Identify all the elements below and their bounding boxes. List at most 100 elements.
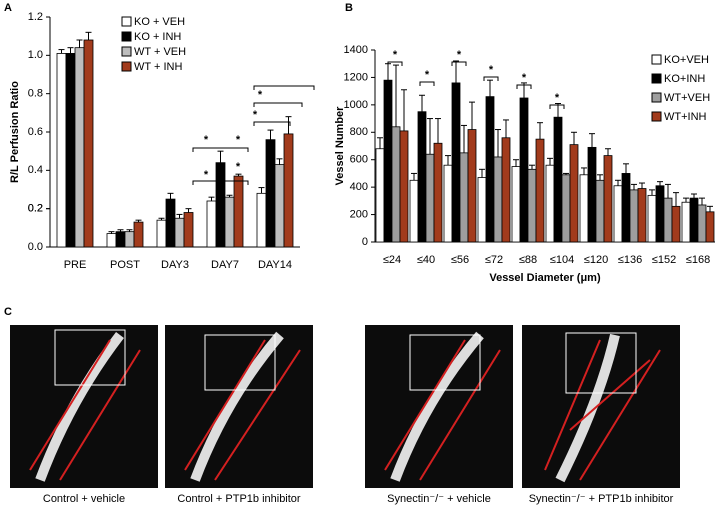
significance-star: * — [555, 92, 560, 104]
x-tick-label: ≤72 — [485, 254, 503, 266]
bar — [124, 231, 135, 248]
significance-bracket — [516, 84, 532, 89]
bar — [603, 155, 613, 243]
y-tick-label: 200 — [350, 208, 368, 220]
legend-label: WT + VEH — [134, 46, 186, 58]
bar — [215, 162, 226, 248]
significance-star: * — [489, 64, 494, 76]
x-tick-label: ≤24 — [383, 254, 401, 266]
significance-bracket — [549, 104, 565, 109]
significance-star: * — [236, 161, 241, 173]
x-tick-label: DAY7 — [211, 259, 239, 271]
significance-star: * — [457, 49, 462, 61]
significance-star: * — [253, 109, 258, 121]
significance-bracket — [387, 61, 403, 66]
significance-bracket — [483, 76, 499, 81]
bar — [265, 139, 276, 248]
significance-bracket — [451, 61, 467, 66]
significance-star: * — [425, 69, 430, 81]
bar — [115, 231, 126, 248]
bar — [689, 197, 699, 243]
vessel-images — [10, 325, 680, 488]
bar — [477, 177, 487, 243]
legend-swatch — [651, 54, 662, 65]
bar — [451, 82, 461, 243]
legend-label: KO + INH — [134, 31, 181, 43]
panel-label: A — [4, 2, 12, 14]
bar — [274, 164, 285, 248]
x-tick-label: ≤88 — [519, 254, 537, 266]
bar — [233, 175, 244, 248]
panel-label: C — [4, 306, 12, 318]
y-tick-label: 0.6 — [28, 126, 43, 138]
bar — [56, 53, 67, 248]
y-tick-label: 0.8 — [28, 88, 43, 100]
bar — [493, 156, 503, 243]
image-caption: Synectin⁻/⁻ + PTP1b inhibitor — [529, 493, 674, 505]
bar — [535, 138, 545, 243]
bar — [579, 174, 589, 243]
bar — [283, 133, 294, 248]
legend-swatch — [121, 61, 132, 72]
legend-swatch — [121, 31, 132, 42]
bar — [629, 189, 639, 243]
bar — [375, 148, 385, 243]
image-caption: Control + PTP1b inhibitor — [177, 493, 301, 505]
legend-label: WT+VEH — [664, 92, 710, 104]
image-caption: Synectin⁻/⁻ + vehicle — [387, 493, 491, 505]
bar — [681, 201, 691, 243]
bar — [697, 204, 707, 243]
y-tick-label: 1.0 — [28, 49, 43, 61]
bar — [409, 179, 419, 243]
x-tick-label: ≤56 — [451, 254, 469, 266]
significance-bracket — [192, 147, 249, 152]
x-tick-label: ≤40 — [417, 254, 435, 266]
bar — [545, 164, 555, 243]
panel-label: B — [345, 2, 353, 14]
bar — [183, 212, 194, 248]
bar — [705, 211, 715, 243]
y-axis-label: Vessel Number — [334, 106, 346, 186]
bar — [561, 174, 571, 243]
x-tick-label: DAY3 — [161, 259, 189, 271]
image-caption: Control + vehicle — [43, 493, 125, 505]
significance-star: * — [168, 200, 173, 212]
bar — [206, 200, 217, 248]
legend-swatch — [651, 92, 662, 103]
bar — [613, 185, 623, 243]
bar — [224, 196, 235, 248]
bar — [443, 164, 453, 243]
bar — [417, 111, 427, 243]
x-tick-label: DAY14 — [258, 259, 292, 271]
y-tick-label: 1000 — [344, 99, 368, 111]
y-tick-label: 400 — [350, 181, 368, 193]
significance-star: * — [204, 134, 209, 146]
significance-bracket — [218, 180, 249, 185]
significance-star: * — [393, 49, 398, 61]
x-axis-label: Vessel Diameter (μm) — [489, 272, 601, 284]
x-tick-label: POST — [110, 259, 140, 271]
y-tick-label: 1400 — [344, 44, 368, 56]
bar — [485, 96, 495, 243]
bar — [174, 217, 185, 248]
x-tick-label: ≤168 — [686, 254, 710, 266]
bar — [433, 142, 443, 243]
y-axis-label: R/L Perfusion Ratio — [9, 81, 21, 183]
bar — [655, 185, 665, 243]
legend-label: WT + INH — [134, 61, 182, 73]
x-tick-label: ≤120 — [584, 254, 608, 266]
legend-swatch — [651, 73, 662, 84]
bar — [553, 116, 563, 243]
bar — [527, 168, 537, 243]
y-tick-label: 600 — [350, 154, 368, 166]
bar — [459, 152, 469, 243]
bar — [65, 53, 76, 248]
legend-label: KO+VEH — [664, 54, 709, 66]
legend-label: KO + VEH — [134, 16, 185, 28]
bar — [501, 137, 511, 243]
bar — [391, 126, 401, 243]
legend-label: KO+INH — [664, 73, 705, 85]
bar — [587, 146, 597, 243]
bar — [671, 205, 681, 243]
